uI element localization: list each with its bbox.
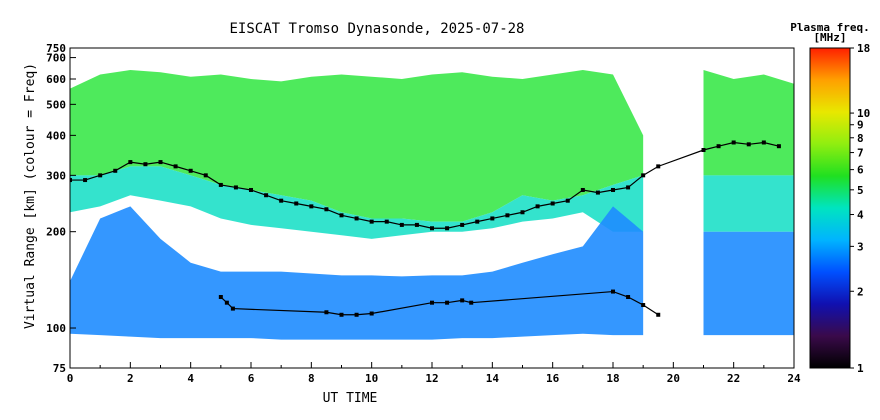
y-tick-label: 300 <box>46 169 66 182</box>
colorbar-tick-label: 8 <box>857 132 864 145</box>
chart-title: EISCAT Tromso Dynasonde, 2025-07-28 <box>229 21 524 37</box>
data-gap-0 <box>664 48 698 368</box>
colorbar <box>809 47 851 369</box>
x-tick-label: 20 <box>667 372 680 385</box>
y-tick-label: 75 <box>53 362 66 375</box>
band-2 <box>70 206 644 340</box>
colorbar-tick-label: 10 <box>857 107 870 120</box>
y-tick-label: 100 <box>46 322 66 335</box>
colorbar-tick-label: 4 <box>857 209 864 222</box>
x-tick-label: 18 <box>606 372 619 385</box>
x-tick-label: 6 <box>248 372 255 385</box>
trace-line-3 <box>70 141 780 229</box>
band-1 <box>70 166 644 239</box>
y-tick-label: 750 <box>46 42 66 55</box>
colorbar-title: Plasma freq. <box>790 21 869 34</box>
band-2 <box>703 231 794 336</box>
y-tick-label: 200 <box>46 226 66 239</box>
band-1 <box>703 175 794 232</box>
colorbar-tick-label: 1 <box>857 362 864 375</box>
y-tick-label: 600 <box>46 73 66 86</box>
colorbar-tick-label: 7 <box>857 147 864 160</box>
plot-area <box>70 48 794 368</box>
x-tick-label: 4 <box>187 372 194 385</box>
x-tick-label: 14 <box>486 372 500 385</box>
colorbar-tick-label: 3 <box>857 240 864 253</box>
y-tick-label: 400 <box>46 129 66 142</box>
colorbar-tick-label: 5 <box>857 184 864 197</box>
x-tick-label: 22 <box>727 372 740 385</box>
y-tick-label: 700 <box>46 52 66 65</box>
colorbar-unit: [MHz] <box>813 31 846 44</box>
band-0 <box>70 70 644 222</box>
x-tick-label: 24 <box>787 372 801 385</box>
band-0 <box>703 70 794 176</box>
x-axis-label: UT TIME <box>323 391 378 406</box>
x-axis-ticks: 0 2 4 6 8 10 12 14 16 18 20 22 24 <box>67 362 801 385</box>
x-tick-label: 16 <box>546 372 560 385</box>
colorbar-tick-label: 9 <box>857 119 864 132</box>
y-tick-label: 500 <box>46 98 66 111</box>
colorbar-tick-label: 2 <box>857 285 864 298</box>
x-tick-label: 2 <box>127 372 134 385</box>
x-tick-label: 10 <box>365 372 378 385</box>
trace-line-4 <box>220 290 659 316</box>
colorbar-tick-label: 18 <box>857 42 870 55</box>
x-tick-label: 0 <box>67 372 74 385</box>
x-tick-label: 8 <box>308 372 315 385</box>
y-axis-label: Virtual Range [km] (colour = Freq) <box>23 63 38 329</box>
x-tick-label: 12 <box>425 372 438 385</box>
colorbar-tick-label: 6 <box>857 164 864 177</box>
